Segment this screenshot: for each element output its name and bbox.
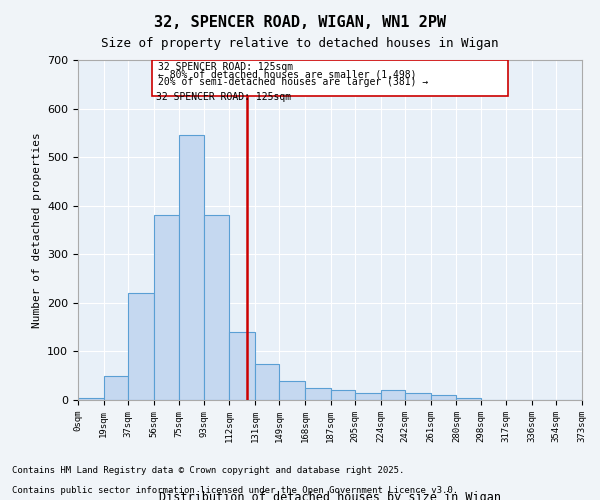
Bar: [457, 398, 481, 400]
Bar: [179, 136, 203, 400]
Text: Contains public sector information licensed under the Open Government Licence v3: Contains public sector information licen…: [12, 486, 458, 495]
Y-axis label: Number of detached properties: Number of detached properties: [32, 132, 41, 328]
Bar: [255, 364, 280, 400]
Bar: [154, 216, 179, 400]
Bar: [229, 332, 255, 400]
Bar: [431, 395, 457, 400]
FancyBboxPatch shape: [152, 60, 508, 96]
Bar: [305, 388, 331, 400]
Bar: [380, 390, 405, 400]
Bar: [355, 392, 380, 400]
Bar: [104, 376, 128, 400]
Text: 32 SPENCER ROAD: 125sqm: 32 SPENCER ROAD: 125sqm: [157, 92, 292, 102]
Text: 32, SPENCER ROAD, WIGAN, WN1 2PW: 32, SPENCER ROAD, WIGAN, WN1 2PW: [154, 15, 446, 30]
Bar: [280, 380, 305, 400]
Text: 20% of semi-detached houses are larger (381) →: 20% of semi-detached houses are larger (…: [158, 78, 428, 88]
Text: Contains HM Land Registry data © Crown copyright and database right 2025.: Contains HM Land Registry data © Crown c…: [12, 466, 404, 475]
Bar: [405, 392, 431, 400]
Bar: [331, 390, 355, 400]
Text: 32 SPENCER ROAD: 125sqm: 32 SPENCER ROAD: 125sqm: [158, 62, 293, 72]
Text: Size of property relative to detached houses in Wigan: Size of property relative to detached ho…: [101, 38, 499, 51]
Text: ← 80% of detached houses are smaller (1,498): ← 80% of detached houses are smaller (1,…: [158, 70, 416, 80]
Bar: [128, 293, 154, 400]
Bar: [203, 216, 229, 400]
X-axis label: Distribution of detached houses by size in Wigan: Distribution of detached houses by size …: [159, 490, 501, 500]
Bar: [78, 398, 104, 400]
